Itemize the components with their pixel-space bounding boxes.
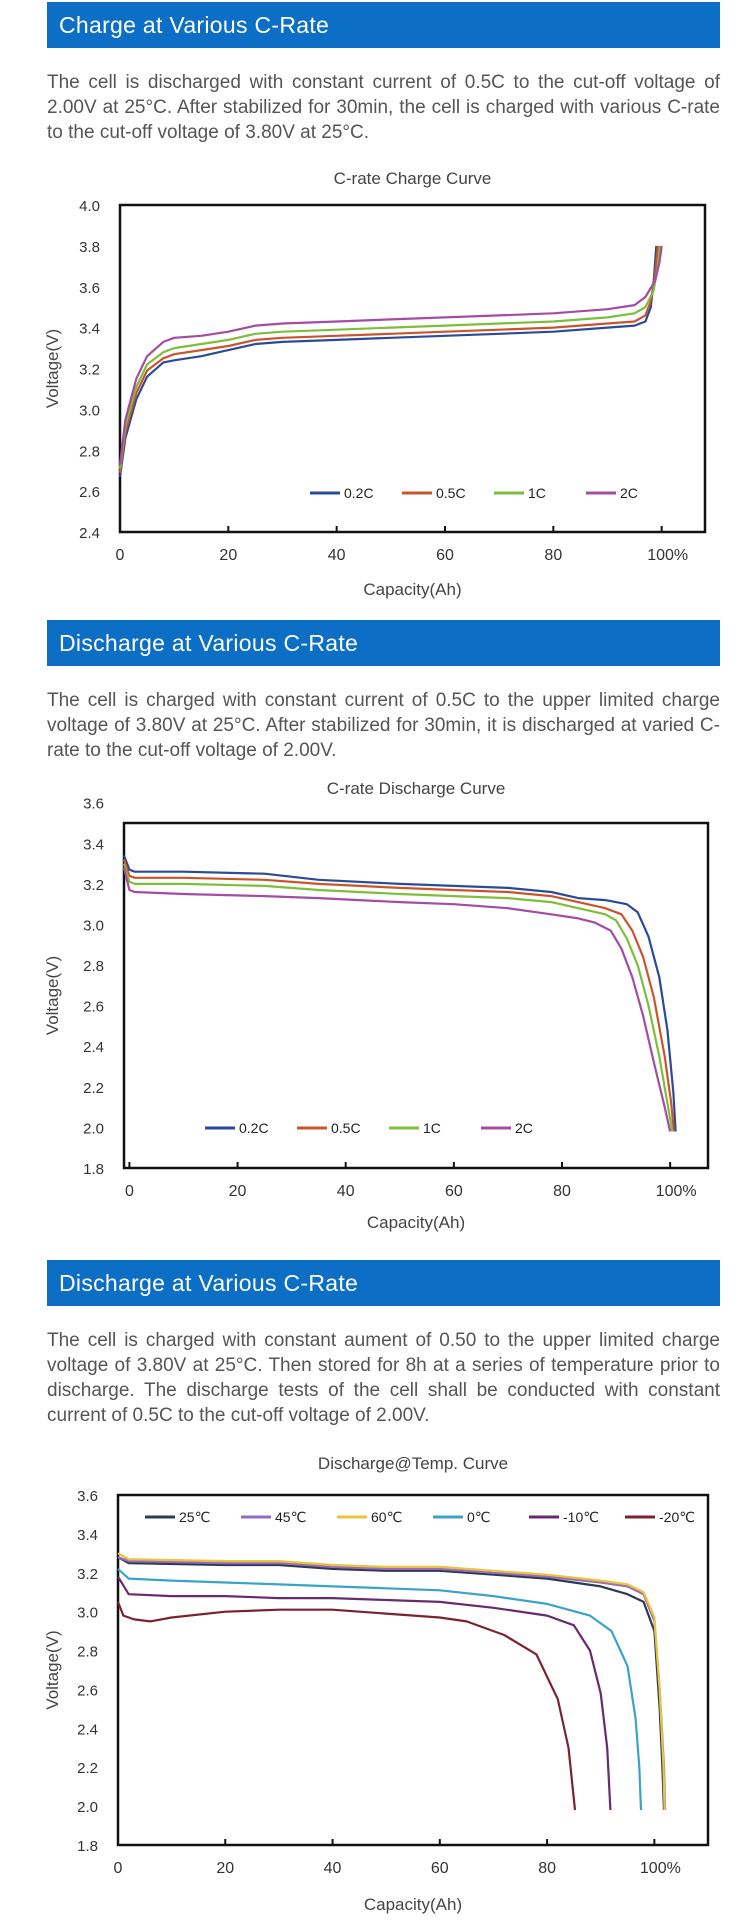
legend-label: -20℃	[659, 1509, 695, 1525]
series-line--10℃	[117, 1576, 612, 1811]
plot-frame	[116, 1493, 710, 1847]
y-tick-label: 2.2	[83, 1080, 104, 1097]
y-tick-label: 2.6	[79, 484, 100, 501]
x-axis-label: Capacity(Ah)	[363, 580, 461, 599]
temperature-curve-chart: Discharge@Temp. Curve 1.8 2.0 2.2 2.4 2.6 2.8 3…	[43, 1454, 710, 1914]
series-line-1C	[118, 245, 662, 469]
plot-frame	[118, 203, 707, 534]
plot-frame	[122, 821, 710, 1170]
y-tick-label: 3.0	[77, 1605, 98, 1622]
series-line-25℃	[117, 1556, 666, 1811]
legend-label: 0℃	[467, 1509, 491, 1525]
x-tick-label: 20	[219, 547, 237, 564]
section-2-title: Discharge at Various C-Rate	[47, 620, 720, 666]
section-3-description: The cell is charged with constant aument…	[47, 1330, 720, 1426]
series-line-2C	[118, 245, 663, 465]
y-tick-label: 3.0	[83, 917, 104, 934]
x-tick-label: 40	[324, 1860, 342, 1877]
series-line-2C	[122, 867, 672, 1132]
x-axis-label: Capacity(Ah)	[364, 1895, 462, 1914]
y-tick-label: 2.0	[83, 1120, 104, 1137]
y-tick-label: 2.4	[77, 1721, 98, 1738]
x-tick-label: 80	[538, 1860, 556, 1877]
charge-curve-chart: C-rate Charge Curve 2.4 2.6 2.8 3.0 3.2 3.4 3.6…	[43, 169, 707, 599]
y-tick-label: 3.8	[79, 239, 100, 256]
series-line-0.2C	[118, 245, 658, 477]
x-tick-label: 40	[337, 1183, 355, 1200]
y-tick-label: 2.4	[79, 525, 100, 542]
discharge-curve-chart: C-rate Discharge Curve 1.8 2.0 2.2 2.4 2.6 2.8…	[43, 779, 710, 1232]
y-axis-label: Voltage(V)	[43, 956, 62, 1035]
legend-label: 0.2C	[239, 1120, 269, 1136]
y-tick-label: 3.6	[79, 280, 100, 297]
y-tick-label: 2.8	[83, 958, 104, 975]
legend-label: 0.2C	[344, 485, 374, 501]
y-tick-label: 1.8	[83, 1161, 104, 1178]
legend-label: 0.5C	[331, 1120, 361, 1136]
x-tick-label: 0	[116, 547, 125, 564]
legend-label: 1C	[528, 485, 546, 501]
y-tick-label: 3.2	[83, 877, 104, 894]
x-tick-label: 80	[553, 1183, 571, 1200]
legend-label: -10℃	[563, 1509, 599, 1525]
y-tick-label: 2.0	[77, 1799, 98, 1816]
x-tick-label: 0	[125, 1183, 134, 1200]
y-tick-label: 3.6	[77, 1488, 98, 1505]
section-2-description: The cell is charged with constant curren…	[47, 690, 720, 761]
y-tick-label: 3.6	[83, 796, 104, 813]
chart-title: C-rate Charge Curve	[334, 169, 492, 188]
y-tick-label: 2.8	[79, 443, 100, 460]
section-1-description: The cell is discharged with constant cur…	[47, 72, 720, 143]
y-axis-label: Voltage(V)	[43, 329, 62, 408]
y-tick-label: 3.4	[79, 321, 100, 338]
x-tick-label: 100%	[656, 1183, 697, 1200]
y-tick-label: 2.6	[83, 999, 104, 1016]
x-tick-label: 100%	[640, 1860, 681, 1877]
x-tick-label: 60	[436, 547, 454, 564]
series-line-0.5C	[118, 245, 659, 473]
series-line-0.2C	[122, 855, 677, 1132]
series-line-0.5C	[122, 859, 675, 1132]
series-line-1C	[122, 863, 674, 1132]
legend-label: 2C	[620, 485, 638, 501]
legend-label: 45℃	[275, 1509, 306, 1525]
x-tick-label: 20	[216, 1860, 234, 1877]
x-tick-label: 80	[544, 547, 562, 564]
y-tick-label: 2.6	[77, 1682, 98, 1699]
x-tick-label: 20	[229, 1183, 247, 1200]
y-tick-label: 2.8	[77, 1644, 98, 1661]
legend-label: 1C	[423, 1120, 441, 1136]
section-1-title: Charge at Various C-Rate	[47, 2, 720, 48]
y-tick-label: 4.0	[79, 198, 100, 215]
chart-title: Discharge@Temp. Curve	[318, 1454, 508, 1473]
y-tick-label: 1.8	[77, 1838, 98, 1855]
y-axis-label: Voltage(V)	[43, 1630, 62, 1709]
y-tick-label: 3.2	[79, 362, 100, 379]
y-tick-label: 2.4	[83, 1039, 104, 1056]
x-tick-label: 0	[114, 1860, 123, 1877]
legend-label: 0.5C	[436, 485, 466, 501]
x-axis-label: Capacity(Ah)	[367, 1213, 465, 1232]
x-tick-label: 40	[328, 547, 346, 564]
legend-label: 25℃	[179, 1509, 210, 1525]
legend-label: 60℃	[371, 1509, 402, 1525]
section-3-title: Discharge at Various C-Rate	[47, 1260, 720, 1306]
chart-title: C-rate Discharge Curve	[327, 779, 506, 798]
y-tick-label: 3.4	[83, 836, 104, 853]
x-tick-label: 100%	[647, 547, 688, 564]
y-tick-label: 3.0	[79, 402, 100, 419]
y-tick-label: 2.2	[77, 1760, 98, 1777]
series-line-0℃	[117, 1568, 643, 1811]
series-line--20℃	[116, 1601, 577, 1811]
legend-label: 2C	[515, 1120, 533, 1136]
x-tick-label: 60	[445, 1183, 463, 1200]
series-line-60℃	[117, 1552, 666, 1811]
y-tick-label: 3.4	[77, 1527, 98, 1544]
y-tick-label: 3.2	[77, 1566, 98, 1583]
x-tick-label: 60	[431, 1860, 449, 1877]
